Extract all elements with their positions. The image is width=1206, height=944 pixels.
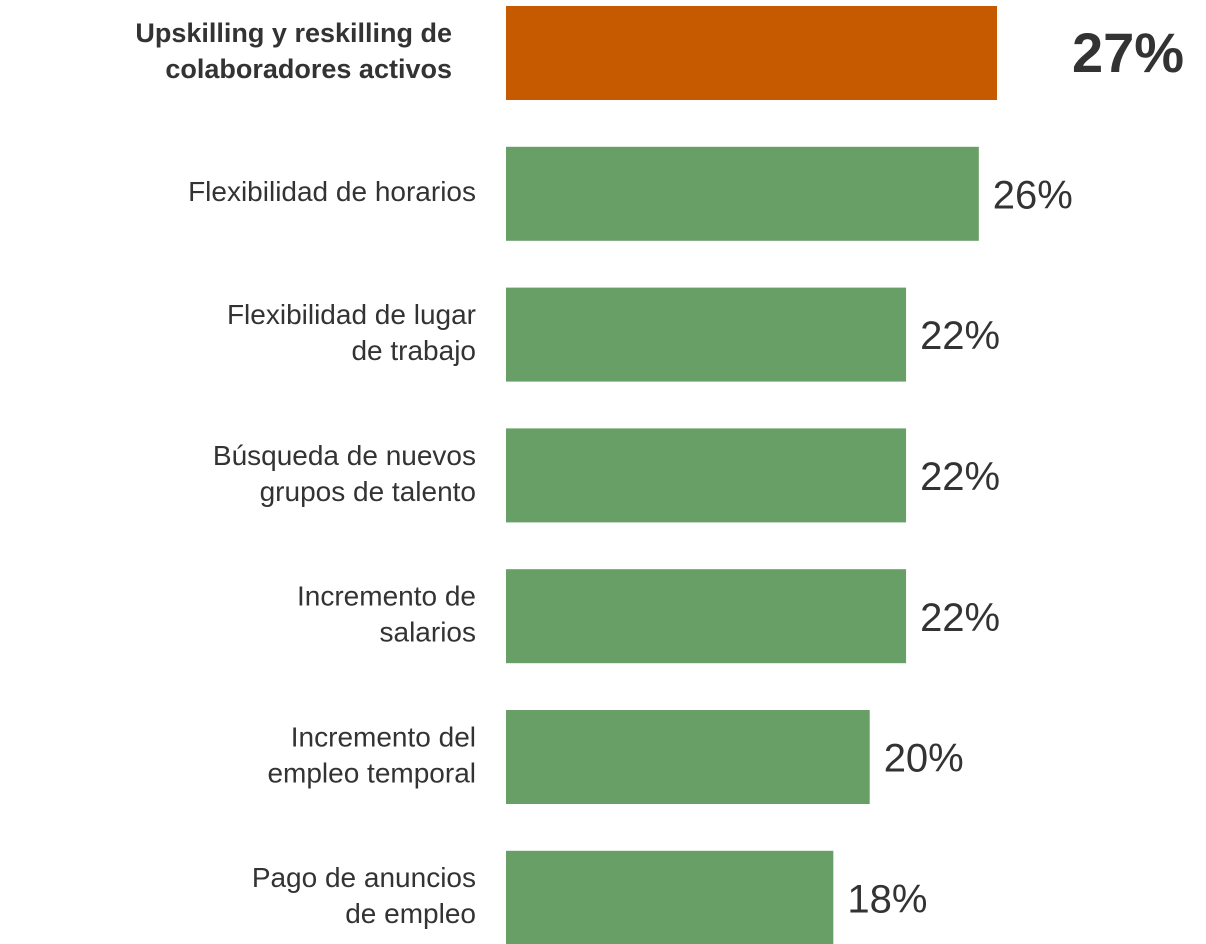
value-label: 22%	[920, 596, 1000, 640]
value-label: 22%	[920, 314, 1000, 358]
category-label: grupos de talento	[260, 476, 476, 507]
category-label: Flexibilidad de lugar	[227, 299, 476, 330]
value-label: 18%	[847, 877, 927, 921]
category-label: Incremento del	[291, 721, 476, 752]
category-label: Upskilling y reskilling de	[135, 18, 452, 48]
category-label: colaboradores activos	[165, 54, 452, 84]
bar	[506, 287, 907, 382]
category-label: Búsqueda de nuevos	[213, 440, 476, 471]
category-label: de empleo	[345, 898, 476, 929]
bar	[506, 710, 870, 804]
bar	[506, 146, 979, 241]
category-label: Incremento de	[297, 581, 476, 612]
bar	[506, 569, 907, 664]
category-label: salarios	[380, 617, 476, 648]
category-label: de trabajo	[351, 335, 476, 366]
category-label: empleo temporal	[267, 757, 476, 788]
category-label: Flexibilidad de horarios	[188, 176, 476, 207]
value-label: 20%	[884, 737, 964, 781]
bar	[506, 428, 907, 523]
bar	[506, 850, 834, 944]
value-label: 26%	[993, 173, 1073, 217]
value-label: 27%	[1072, 21, 1184, 84]
category-label: Pago de anuncios	[252, 862, 476, 893]
bar	[506, 6, 997, 100]
value-label: 22%	[920, 455, 1000, 499]
